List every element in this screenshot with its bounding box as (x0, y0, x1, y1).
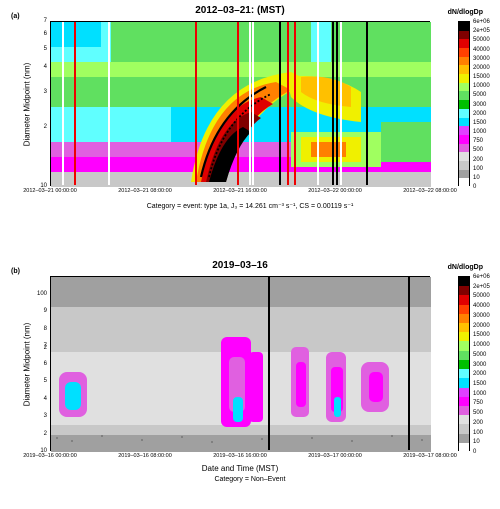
cb-tick: 2e+05 (473, 284, 490, 290)
cb-tick: 6e+06 (473, 274, 490, 280)
vline (336, 22, 338, 185)
cb-tick: 10000 (473, 342, 490, 348)
ylabel-b: Diameter Midpoint (nm) (22, 323, 31, 407)
cb-tick: 100 (473, 430, 483, 436)
cb-tick: 1000 (473, 129, 486, 135)
vline (268, 277, 270, 450)
cb-tick: 5000 (473, 92, 486, 98)
ytick-b: 6 (35, 361, 47, 367)
ytick-b: 4 (35, 396, 47, 402)
vline (279, 22, 281, 185)
panel-a-sublabel: (a) (11, 13, 20, 20)
cb-tick: 0 (473, 449, 476, 455)
panel-a-title: 2012–03–21: (MST) (45, 5, 435, 16)
cb-tick: 1500 (473, 381, 486, 387)
cb-tick: 0 (473, 184, 476, 190)
vline (366, 22, 368, 185)
cb-tick: 500 (473, 410, 483, 416)
xtick-a: 2012–03–21 16:00:00 (205, 188, 275, 194)
ytick-a: 3 (37, 89, 47, 95)
ytick-a: 7 (37, 18, 47, 24)
ytick-a: 2 (37, 124, 47, 130)
ylabel-a: Diameter Midpoint (nm) (22, 63, 31, 147)
cb-tick: 50000 (473, 37, 490, 43)
cb-tick: 20000 (473, 323, 490, 329)
cb-label-b: dN/dlogDp (448, 264, 483, 271)
cb-tick: 100 (473, 166, 483, 172)
vline (195, 22, 197, 185)
cb-tick: 30000 (473, 313, 490, 319)
cb-tick: 6e+06 (473, 19, 490, 25)
cb-tick: 200 (473, 157, 483, 163)
caption-a: Category = event: type 1a, J₃ = 14.261 c… (5, 202, 495, 210)
vline (332, 22, 334, 185)
cb-tick: 10 (473, 175, 480, 181)
cb-tick: 2000 (473, 371, 486, 377)
xtick-b: 2019–03–16 08:00:00 (110, 453, 180, 459)
panel-a: (a) 2012–03–21: (MST) (5, 5, 495, 235)
cb-tick: 500 (473, 147, 483, 153)
cb-tick: 40000 (473, 303, 490, 309)
xtick-a: 2012–03–22 08:00:00 (395, 188, 465, 194)
colorbar-b: 6e+062e+05500004000030000200001500010000… (458, 276, 470, 451)
xtick-a: 2012–03–21 00:00:00 (15, 188, 85, 194)
cb-tick: 5000 (473, 352, 486, 358)
cb-tick: 10 (473, 439, 480, 445)
cb-tick: 200 (473, 420, 483, 426)
vline (408, 277, 410, 450)
panel-b-title: 2019–03–16 (45, 260, 435, 271)
ytick-b: 100 (35, 291, 47, 297)
cb-tick: 1000 (473, 391, 486, 397)
ytick-b: 9 (35, 308, 47, 314)
caption-b: Category = Non–Event (5, 476, 495, 483)
cb-label-a: dN/dlogDp (448, 9, 483, 16)
vline (317, 22, 319, 185)
ytick-b: 2 (35, 431, 47, 437)
cb-tick: 2000 (473, 111, 486, 117)
vline (62, 22, 64, 185)
vline (249, 22, 251, 185)
cb-tick: 3000 (473, 362, 486, 368)
ytick-b: 5 (35, 378, 47, 384)
ytick-a: 6 (37, 31, 47, 37)
xtick-b: 2019–03–17 00:00:00 (300, 453, 370, 459)
xtick-a: 2012–03–22 00:00:00 (300, 188, 370, 194)
vline (108, 22, 110, 185)
xtick-b: 2019–03–16 16:00:00 (205, 453, 275, 459)
xtick-a: 2012–03–21 08:00:00 (110, 188, 180, 194)
cb-tick: 750 (473, 138, 483, 144)
ytick-b: 3 (35, 413, 47, 419)
vline (294, 22, 296, 185)
xtick-b: 2019–03–16 00:00:00 (15, 453, 85, 459)
cb-tick: 3000 (473, 102, 486, 108)
ytick-b: 2 (35, 345, 47, 351)
cb-tick: 15000 (473, 332, 490, 338)
vline (287, 22, 289, 185)
ytick-a: 4 (37, 64, 47, 70)
panel-b: (b) 2019–03–16 (5, 260, 495, 505)
vline (252, 22, 254, 185)
ytick-a: 5 (37, 46, 47, 52)
vline (340, 22, 342, 185)
cb-tick: 30000 (473, 56, 490, 62)
cb-tick: 50000 (473, 293, 490, 299)
cb-tick: 15000 (473, 74, 490, 80)
ytick-b: 8 (35, 326, 47, 332)
cb-tick: 1500 (473, 120, 486, 126)
cb-tick: 10000 (473, 83, 490, 89)
vline (74, 22, 76, 185)
cb-tick: 40000 (473, 47, 490, 53)
plot-area-a (50, 21, 430, 186)
vline (237, 22, 239, 185)
xlabel-b: Date and Time (MST) (50, 464, 430, 473)
cb-tick: 2e+05 (473, 28, 490, 34)
xtick-b: 2019–03–17 08:00:00 (395, 453, 465, 459)
cb-tick: 750 (473, 400, 483, 406)
colorbar-a: 6e+062e+05500004000030000200001500010000… (458, 21, 470, 186)
plot-area-b (50, 276, 430, 451)
panel-b-sublabel: (b) (11, 268, 20, 275)
cb-tick: 20000 (473, 65, 490, 71)
